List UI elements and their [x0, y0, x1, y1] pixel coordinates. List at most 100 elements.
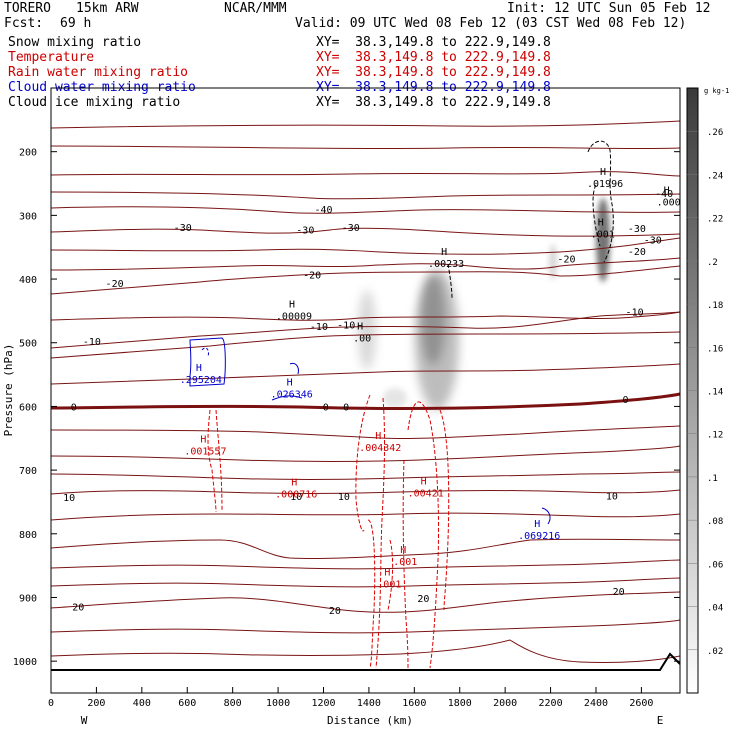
- y-tick-label: 600: [19, 402, 37, 413]
- rain-contour: [387, 539, 394, 611]
- valid-time: Valid: 09 UTC Wed 08 Feb 12 (03 CST Wed …: [295, 16, 687, 31]
- maximum-value: .000: [657, 197, 681, 208]
- temperature-contour-label: 10: [290, 492, 302, 503]
- maximum-value: .001: [591, 230, 615, 241]
- snow-shading: [358, 198, 610, 410]
- y-tick-label: 800: [19, 530, 37, 541]
- x-axis-ticks: 0 200 400 600 800 1000 1200 1400 1600 1800 2000 220…: [48, 687, 653, 709]
- temperature-contour: [50, 591, 681, 613]
- maximum-marker: H: [289, 299, 295, 310]
- temperature-contour-label: 10: [338, 492, 350, 503]
- x-tick-label: 2200: [539, 698, 563, 709]
- colorbar-tick-label: .04: [707, 604, 723, 614]
- maximum-value: .000716: [275, 490, 317, 501]
- maximum-marker: H: [196, 363, 202, 374]
- rain-contours: [207, 394, 450, 669]
- x-tick-label: 2000: [493, 698, 517, 709]
- maximum-value: .004342: [359, 443, 401, 454]
- maximum-marker: H: [400, 545, 406, 556]
- maximum-value: .026346: [271, 390, 313, 401]
- temperature-contour-label: -10: [310, 322, 328, 333]
- temperature-contour-label: 0: [71, 402, 77, 413]
- temperature-contour-label: -20: [303, 271, 321, 282]
- y-axis-label: Pressure (hPa): [2, 344, 15, 437]
- colorbar-tick-label: .26: [707, 128, 723, 138]
- forecast-hours: 69 h: [60, 16, 92, 31]
- y-tick-label: 900: [19, 593, 37, 604]
- temperature-contour-label: 0: [622, 395, 628, 406]
- temperature-contour-label: 0: [343, 402, 349, 413]
- model-resolution: 15km ARW: [76, 1, 139, 16]
- field-name-rain: Rain water mixing ratio: [8, 65, 189, 80]
- field-xy-rain: XY= 38.3,149.8 to 222.9,149.8: [316, 65, 551, 80]
- temperature-contour: [50, 257, 681, 271]
- y-tick-label: 400: [19, 275, 37, 286]
- maximum-value: .00233: [428, 259, 464, 270]
- colorbar-tick-label: .16: [707, 344, 723, 354]
- temperature-contour: [50, 471, 681, 480]
- x-tick-label: 200: [87, 698, 105, 709]
- temperature-contour: [50, 145, 681, 150]
- x-tick-label: 600: [178, 698, 196, 709]
- maximum-marker: H: [291, 478, 297, 489]
- temperature-labels: -40-40-30 -30 -30 -30-30-20-20-20-20-10-10-…: [63, 189, 673, 617]
- temperature-contour-label: -20: [557, 255, 575, 266]
- rain-contour: [215, 409, 223, 511]
- temperature-contour: [50, 227, 681, 237]
- colorbar-tick-label: .14: [707, 388, 723, 398]
- temperature-contour-label: 20: [417, 594, 429, 605]
- cloud-water-contour: [289, 363, 299, 375]
- maximum-value: .00009: [276, 311, 312, 322]
- x-axis-east-label: E: [657, 714, 664, 727]
- cloud-water-contours: [189, 337, 551, 525]
- cloud-ice-contour: [592, 184, 601, 247]
- temperature-contour-label: -30: [342, 223, 360, 234]
- init-time: Init: 12 UTC Sun 05 Feb 12: [507, 1, 711, 16]
- x-tick-label: 1000: [266, 698, 290, 709]
- maximum-value: .001557: [184, 446, 226, 457]
- cloud-water-contour: [541, 507, 551, 525]
- x-tick-label: 0: [48, 698, 54, 709]
- colorbar-tick-label: .2: [707, 258, 718, 268]
- temperature-contour-label: -30: [174, 223, 192, 234]
- field-xy-temperature: XY= 38.3,149.8 to 222.9,149.8: [316, 50, 551, 65]
- x-tick-label: 1800: [448, 698, 472, 709]
- y-tick-label: 500: [19, 339, 37, 350]
- x-tick-label: 2600: [629, 698, 653, 709]
- temperature-contour-label: -40: [314, 205, 332, 216]
- temperature-contour: [50, 425, 681, 440]
- rain-contour: [375, 397, 386, 669]
- maximum-marker: H: [441, 247, 447, 258]
- temperature-contour-label: -20: [106, 279, 124, 290]
- temperature-contour-label: -10: [83, 337, 101, 348]
- forecast-label: Fcst:: [4, 16, 44, 31]
- x-tick-label: 400: [133, 698, 151, 709]
- cloud-ice-contour: [447, 263, 453, 299]
- y-tick-label: 200: [19, 148, 37, 159]
- cloud-ice-contour: [587, 140, 614, 263]
- temperature-contour: [50, 331, 681, 359]
- rain-contour: [207, 409, 217, 513]
- colorbar-separators: [687, 130, 698, 651]
- maximum-value: .001: [377, 579, 401, 590]
- cloud-ice-contours: [447, 140, 614, 299]
- maximum-marker: H: [598, 218, 604, 229]
- temperature-contour: [50, 363, 681, 385]
- maximum-value: .069216: [518, 531, 560, 542]
- temperature-contour: [50, 639, 681, 664]
- field-xy-cloud-ice: XY= 38.3,149.8 to 222.9,149.8: [316, 95, 551, 110]
- maxima-labels: H.01996H.00233H.00009H.00H.001H.000H.295…: [180, 167, 681, 591]
- rain-contour: [407, 401, 440, 669]
- maximum-value: .00421: [408, 488, 444, 499]
- maximum-marker: H: [357, 322, 363, 333]
- maximum-marker: H: [664, 185, 670, 196]
- rain-contour: [402, 459, 409, 669]
- temperature-contour: [50, 559, 681, 570]
- temperature-contour-label: 10: [606, 492, 618, 503]
- field-xy-snow: XY= 38.3,149.8 to 222.9,149.8: [316, 35, 551, 50]
- temperature-contour: [50, 311, 681, 321]
- y-tick-label: 1000: [13, 657, 37, 668]
- x-tick-label: 1400: [357, 698, 381, 709]
- temperature-contour-label: 20: [613, 587, 625, 598]
- maximum-value: .01996: [587, 179, 623, 190]
